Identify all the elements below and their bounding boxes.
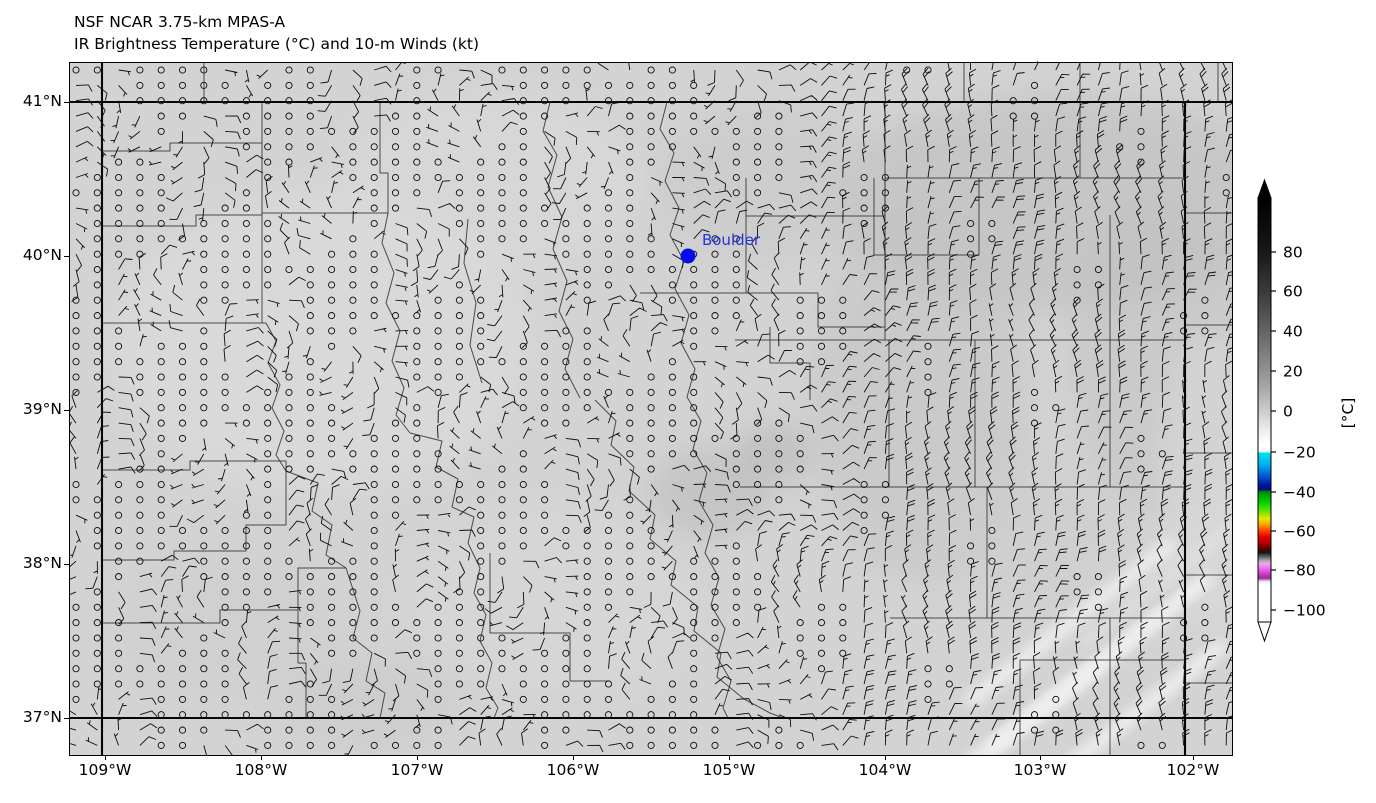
county-boundary — [297, 610, 307, 718]
ir-shade-patch — [110, 543, 350, 703]
ir-shade-patch — [650, 448, 770, 538]
colorbar-tick-label: −40 — [1283, 484, 1316, 502]
ir-shade-patch — [930, 453, 1130, 613]
county-boundary — [102, 471, 287, 561]
county-boundary — [345, 567, 386, 719]
lon-tick-label: 104°W — [858, 761, 912, 779]
county-boundary — [489, 553, 610, 682]
cloud-streak — [1078, 517, 1242, 649]
lon-tick-label: 106°W — [546, 761, 600, 779]
ir-shade-patch — [110, 193, 530, 493]
county-boundary — [102, 567, 346, 624]
lon-tick-mark — [1193, 756, 1195, 760]
colorbar-tick-label: 20 — [1283, 363, 1303, 381]
county-boundary — [659, 101, 732, 719]
lon-tick-label: 103°W — [1013, 761, 1067, 779]
colorbar-tick-label: 40 — [1283, 323, 1303, 341]
lat-tick-mark — [64, 410, 69, 412]
lon-tick-label: 109°W — [78, 761, 132, 779]
calm-wind-circles — [72, 66, 1230, 749]
lat-tick-label: 37°N — [22, 708, 62, 726]
lat-tick-label: 41°N — [22, 92, 62, 110]
county-boundary — [409, 432, 475, 518]
colorbar: 80 60 40 20 0 −20 −40 −60 −80 −100 — [1240, 170, 1376, 675]
lon-tick-mark — [417, 756, 419, 760]
ir-shade-patch — [280, 653, 460, 753]
lat-tick-label: 40°N — [22, 246, 62, 264]
lat-tick-mark — [64, 718, 69, 720]
wind-barbs — [58, 52, 1239, 763]
colorbar-tick-label: −20 — [1283, 444, 1316, 462]
lon-tick-mark — [1040, 756, 1042, 760]
colorbar-extend-max-arrow — [1257, 178, 1272, 199]
lon-tick-label: 102°W — [1166, 761, 1220, 779]
county-boundary — [463, 218, 483, 384]
colorbar-extend-min-arrow — [1257, 621, 1272, 643]
ir-shade-patch — [340, 93, 640, 273]
cloud-streak — [963, 537, 1177, 709]
lon-tick-mark — [885, 756, 887, 760]
map-canvas — [58, 52, 1290, 803]
county-boundary — [467, 516, 499, 719]
lon-tick-label: 107°W — [390, 761, 444, 779]
lat-tick-mark — [64, 256, 69, 258]
lon-tick-mark — [573, 756, 575, 760]
colorbar-tick-label: 80 — [1283, 244, 1303, 262]
colorbar-gradient-bar — [1257, 197, 1272, 623]
county-boundary — [746, 292, 885, 328]
colorbar-canvas: 80 60 40 20 0 −20 −40 −60 −80 −100 — [1257, 178, 1326, 643]
boulder-dot — [680, 248, 696, 264]
colorbar-tick-label: 0 — [1283, 403, 1293, 421]
county-boundary — [542, 101, 581, 399]
plot-title-model: NSF NCAR 3.75-km MPAS-A — [74, 13, 286, 31]
county-boundary — [265, 322, 287, 472]
colorbar-tick-label: 60 — [1283, 283, 1303, 301]
lat-tick-label: 39°N — [22, 400, 62, 418]
plot-title-field: IR Brightness Temperature (°C) and 10-m … — [74, 35, 479, 53]
lon-tick-label: 105°W — [702, 761, 756, 779]
county-boundary — [594, 399, 784, 719]
colorbar-tick-label: −100 — [1283, 602, 1326, 620]
lat-tick-mark — [64, 102, 69, 104]
county-boundary — [262, 102, 389, 214]
county-boundary — [102, 460, 287, 471]
colorbar-tick-label: −80 — [1283, 562, 1316, 580]
lon-tick-mark — [105, 756, 107, 760]
colorbar-tick-label: −60 — [1283, 523, 1316, 541]
county-boundary — [873, 178, 980, 256]
ir-shade-patch — [650, 103, 890, 263]
lat-tick-label: 38°N — [22, 554, 62, 572]
lon-tick-label: 108°W — [234, 761, 288, 779]
county-boundary — [769, 327, 811, 400]
lat-tick-mark — [64, 564, 69, 566]
map-panel: Boulder — [58, 52, 1290, 803]
lon-tick-mark — [729, 756, 731, 760]
boulder-label: Boulder — [701, 231, 761, 249]
county-boundary — [102, 142, 262, 152]
colorbar-unit-label: [°C] — [1339, 397, 1357, 429]
lon-tick-mark — [261, 756, 263, 760]
county-boundary — [102, 214, 262, 227]
